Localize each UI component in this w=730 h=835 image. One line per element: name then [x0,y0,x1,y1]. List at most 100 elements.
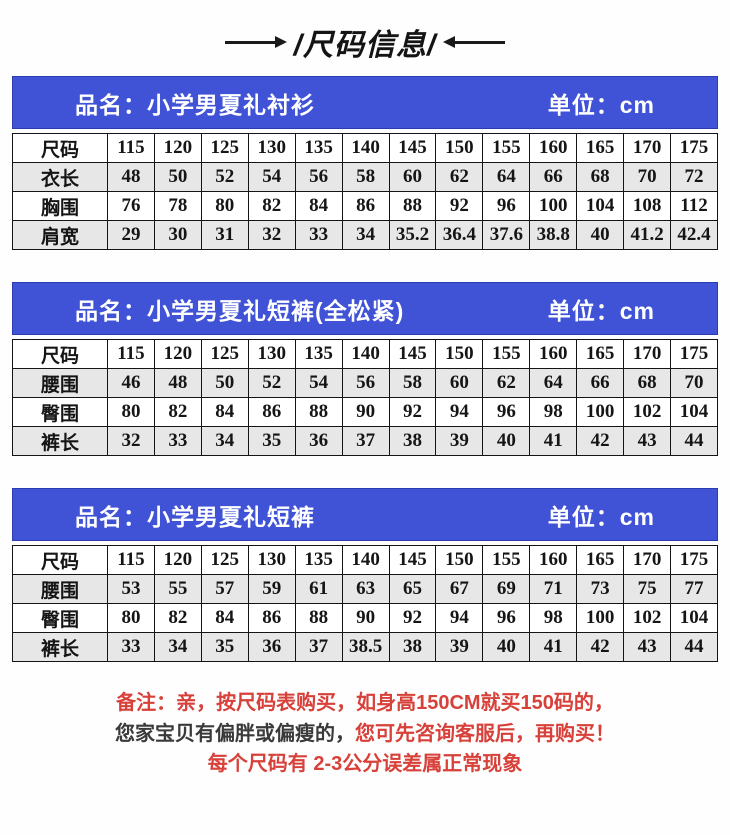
size-value-cell: 115 [107,545,155,575]
size-value-cell: 155 [482,545,531,575]
size-value-cell: 68 [576,162,625,192]
size-value-cell: 80 [200,191,249,221]
size-value-cell: 42 [576,632,625,662]
row-label-cell: 尺码 [12,339,108,369]
size-value-cell: 165 [576,133,625,163]
size-value-cell: 69 [482,574,531,604]
size-value-cell: 120 [153,339,202,369]
size-value-cell: 170 [623,133,672,163]
size-value-cell: 29 [107,220,155,250]
size-row: 裤长 33 34 35 36 37 38.5 38 39 40 41 42 43 44 [12,632,718,662]
size-value-cell: 115 [107,339,155,369]
size-value-cell: 61 [294,574,343,604]
size-value-cell: 78 [153,191,202,221]
size-value-cell: 125 [200,133,249,163]
row-label-cell: 胸围 [12,191,108,221]
note-line-2-dark: 您家宝贝有偏胖或偏瘦的， [115,722,355,745]
row-label-cell: 尺码 [12,545,108,575]
size-value-cell: 35 [200,632,249,662]
size-value-cell: 52 [247,368,296,398]
size-value-cell: 94 [435,603,484,633]
size-value-cell: 88 [388,191,437,221]
size-value-cell: 38.5 [341,632,390,662]
size-value-cell: 150 [435,339,484,369]
size-value-cell: 30 [153,220,202,250]
size-value-cell: 80 [107,603,155,633]
size-value-cell: 115 [107,133,155,163]
note-block: 备注：亲，按尺码表购买，如身高150CM就买150码的， 您家宝贝有偏胖或偏瘦的… [0,690,730,779]
size-value-cell: 125 [200,545,249,575]
size-grid: 尺码 115 120 125 130 135 140 145 150 155 160 165 170 17… [12,545,718,662]
size-value-cell: 84 [200,603,249,633]
size-value-cell: 130 [247,133,296,163]
size-row: 臀围 80 82 84 86 88 90 92 94 96 98 100 102 104 [12,397,718,427]
size-value-cell: 35.2 [388,220,437,250]
size-value-cell: 86 [247,603,296,633]
size-value-cell: 170 [623,339,672,369]
size-value-cell: 66 [576,368,625,398]
size-value-cell: 96 [482,397,531,427]
size-value-cell: 39 [435,632,484,662]
size-value-cell: 98 [529,603,578,633]
size-value-cell: 94 [435,397,484,427]
size-value-cell: 34 [341,220,390,250]
row-label-cell: 臀围 [12,603,108,633]
page-title: /尺码信息/ [293,29,437,62]
size-value-cell: 52 [200,162,249,192]
size-value-cell: 64 [482,162,531,192]
size-value-cell: 86 [247,397,296,427]
size-value-cell: 53 [107,574,155,604]
size-value-cell: 38.8 [529,220,578,250]
right-arrow-icon [224,36,287,48]
size-value-cell: 41.2 [623,220,672,250]
size-value-cell: 54 [294,368,343,398]
size-value-cell: 135 [294,545,343,575]
size-value-cell: 145 [388,545,437,575]
size-value-cell: 42.4 [670,220,718,250]
size-table-shorts: 品名：小学男夏礼短裤 单位：cm 尺码 115 120 125 130 135 140 145… [12,488,718,662]
size-row: 腰围 53 55 57 59 61 63 65 67 69 71 73 75 77 [12,574,718,604]
unit-label: 单位：cm [547,503,655,530]
size-value-cell: 160 [529,133,578,163]
size-value-cell: 48 [153,368,202,398]
unit-label: 单位：cm [547,297,655,324]
table-header-band: 品名：小学男夏礼衬衫 单位：cm [12,76,718,129]
size-value-cell: 32 [247,220,296,250]
size-value-cell: 62 [482,368,531,398]
size-value-cell: 35 [247,426,296,456]
size-value-cell: 120 [153,133,202,163]
size-value-cell: 55 [153,574,202,604]
size-row: 尺码 115 120 125 130 135 140 145 150 155 160 165 170 17… [12,545,718,575]
size-value-cell: 38 [388,632,437,662]
size-value-cell: 86 [341,191,390,221]
size-value-cell: 165 [576,545,625,575]
size-value-cell: 57 [200,574,249,604]
size-value-cell: 40 [482,632,531,662]
note-line-1: 备注：亲，按尺码表购买，如身高150CM就买150码的， [116,692,614,714]
size-value-cell: 54 [247,162,296,192]
row-label-cell: 衣长 [12,162,108,192]
size-value-cell: 42 [576,426,625,456]
size-value-cell: 71 [529,574,578,604]
size-value-cell: 40 [576,220,625,250]
size-value-cell: 58 [388,368,437,398]
size-value-cell: 32 [107,426,155,456]
size-value-cell: 135 [294,133,343,163]
size-grid: 尺码 115 120 125 130 135 140 145 150 155 160 165 170 17… [12,133,718,250]
size-table-shirt: 品名：小学男夏礼衬衫 单位：cm 尺码 115 120 125 130 135 140 145… [12,76,718,250]
size-value-cell: 59 [247,574,296,604]
size-value-cell: 65 [388,574,437,604]
size-value-cell: 130 [247,545,296,575]
size-value-cell: 44 [670,632,718,662]
row-label-cell: 肩宽 [12,220,108,250]
size-value-cell: 43 [623,426,672,456]
row-label-cell: 臀围 [12,397,108,427]
table-header-band: 品名：小学男夏礼短裤 单位：cm [12,488,718,541]
size-value-cell: 60 [388,162,437,192]
size-row: 尺码 115 120 125 130 135 140 145 150 155 160 165 170 17… [12,133,718,163]
note-line-2-red: 您可先咨询客服后，再购买！ [355,722,615,745]
note-line-2: 您家宝贝有偏胖或偏瘦的，您可先咨询客服后，再购买！ [0,721,730,749]
size-value-cell: 170 [623,545,672,575]
size-value-cell: 37 [341,426,390,456]
